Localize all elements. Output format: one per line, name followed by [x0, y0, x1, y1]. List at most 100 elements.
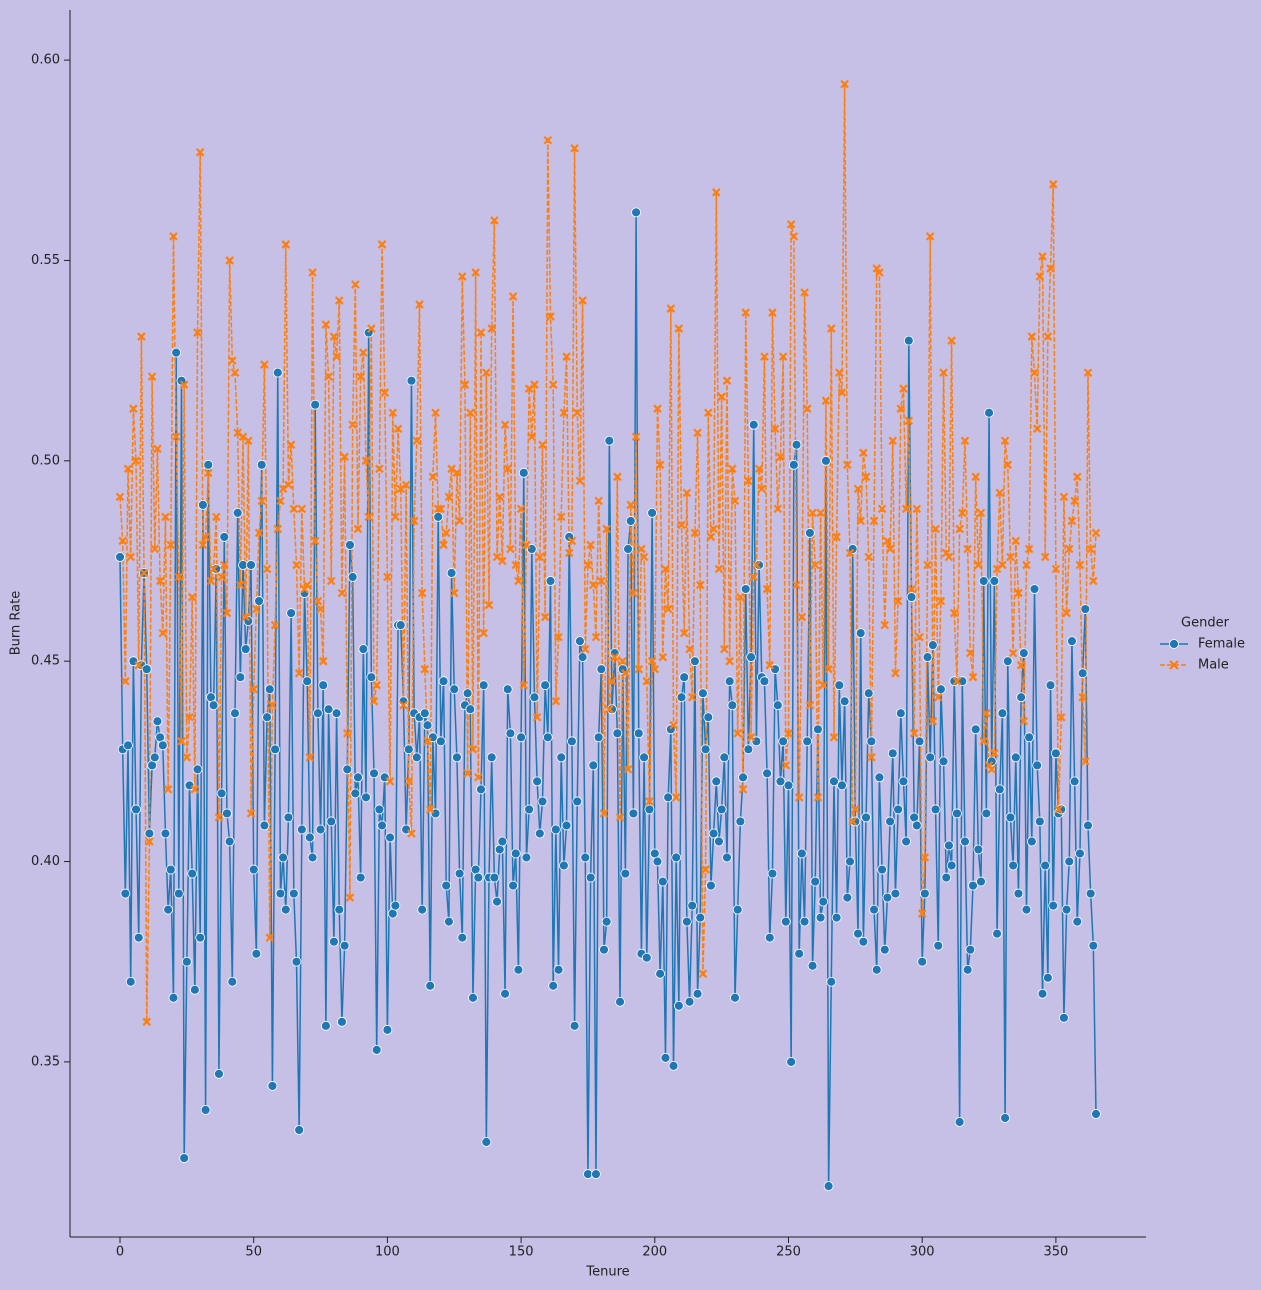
- point: [339, 940, 350, 951]
- point: [1069, 776, 1080, 787]
- point: [821, 396, 831, 405]
- point: [851, 805, 860, 814]
- point: [173, 888, 184, 899]
- point: [332, 352, 341, 361]
- point: [938, 756, 949, 767]
- point: [441, 880, 452, 891]
- point: [923, 560, 932, 570]
- point: [810, 560, 820, 570]
- point: [727, 700, 738, 711]
- point: [145, 837, 154, 846]
- point: [693, 428, 702, 438]
- point: [861, 812, 871, 823]
- point: [864, 552, 873, 562]
- point: [449, 588, 459, 598]
- point: [856, 516, 865, 526]
- point: [994, 784, 1005, 795]
- point: [701, 865, 710, 874]
- point: [302, 676, 313, 687]
- point: [799, 916, 810, 927]
- point: [605, 704, 614, 714]
- point: [254, 528, 264, 538]
- point: [276, 496, 285, 506]
- point: [189, 984, 200, 995]
- point: [645, 797, 654, 806]
- point: [570, 143, 579, 153]
- point: [423, 737, 432, 746]
- point: [169, 232, 178, 241]
- point: [1081, 757, 1090, 766]
- point: [728, 464, 737, 474]
- point: [155, 576, 165, 586]
- point: [669, 721, 678, 730]
- point: [684, 996, 695, 1007]
- point: [195, 932, 206, 943]
- point: [850, 816, 861, 827]
- point: [1038, 252, 1047, 261]
- point: [1061, 904, 1072, 915]
- point: [804, 528, 815, 538]
- point: [203, 468, 213, 478]
- point: [532, 776, 543, 787]
- point: [262, 564, 272, 574]
- point: [286, 440, 296, 450]
- point: [235, 672, 246, 683]
- point: [187, 868, 198, 879]
- point: [663, 604, 673, 614]
- point: [823, 1181, 834, 1192]
- point: [834, 680, 845, 691]
- point: [591, 632, 601, 642]
- point: [345, 893, 355, 902]
- point: [720, 644, 729, 654]
- point: [1056, 804, 1067, 815]
- point: [1080, 604, 1091, 614]
- point: [1034, 816, 1045, 827]
- point: [222, 608, 232, 618]
- point: [190, 785, 200, 794]
- point: [1075, 848, 1085, 859]
- point: [968, 880, 978, 891]
- point: [310, 536, 320, 546]
- point: [1040, 552, 1050, 562]
- point: [840, 79, 849, 89]
- point: [313, 596, 323, 606]
- point: [802, 736, 813, 747]
- point: [1046, 264, 1055, 273]
- point: [382, 1024, 393, 1035]
- x-axis-label: Tenure: [585, 1265, 629, 1280]
- point: [232, 508, 243, 518]
- point: [1059, 1012, 1069, 1023]
- point: [1032, 424, 1042, 434]
- point: [561, 820, 572, 831]
- point: [280, 904, 291, 915]
- point: [484, 600, 494, 610]
- point: [679, 628, 689, 638]
- point: [377, 820, 387, 831]
- point: [353, 772, 363, 783]
- point: [478, 680, 489, 691]
- point: [454, 868, 465, 879]
- point: [375, 464, 384, 474]
- point: [446, 568, 457, 578]
- point: [326, 816, 337, 827]
- point: [254, 596, 264, 606]
- point: [658, 652, 668, 662]
- x-tick-label: 350: [1043, 1245, 1068, 1260]
- point: [706, 532, 716, 542]
- point: [826, 324, 836, 333]
- point: [575, 636, 585, 647]
- point: [599, 944, 609, 955]
- point: [880, 620, 890, 630]
- point: [829, 733, 839, 742]
- series-line: [119, 212, 1097, 1187]
- point: [508, 880, 518, 891]
- point: [722, 852, 732, 863]
- point: [572, 408, 582, 417]
- point: [944, 840, 954, 851]
- point: [1008, 648, 1018, 658]
- point: [193, 328, 202, 337]
- point: [316, 604, 325, 614]
- point: [626, 500, 636, 510]
- point: [211, 512, 221, 522]
- point: [443, 916, 454, 927]
